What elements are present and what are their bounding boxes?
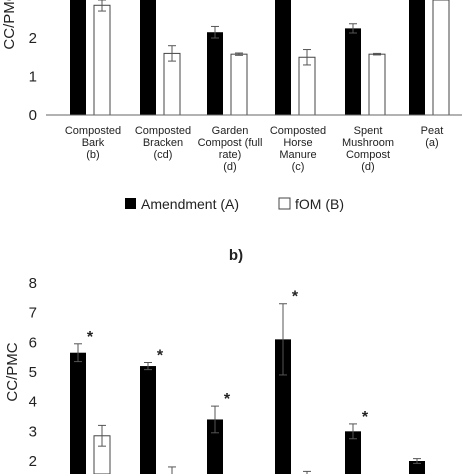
panel-b-title: b) — [229, 247, 243, 264]
panel-b-significance-4: * — [362, 409, 369, 426]
panel-a-y-axis-label: CC/PMC — [1, 0, 18, 50]
category-label-1: Composted Bracken (cd) — [135, 125, 191, 161]
panel-a-bar-fom-4 — [368, 53, 386, 116]
category-label-5: Peat (a) — [421, 125, 444, 149]
category-label-3: Composted Horse Manure (c) — [270, 125, 326, 173]
category-label-line: (a) — [425, 137, 438, 149]
category-label-line: Compost — [346, 149, 390, 161]
panel-b-y-tick-4: 6 — [29, 334, 37, 351]
legend-swatch-amendment — [125, 198, 136, 209]
panel-b-bar-amendment-4 — [345, 431, 361, 474]
category-label-line: Composted — [65, 125, 121, 137]
panel-b-y-tick-1: 3 — [29, 423, 37, 440]
category-label-line: Peat — [421, 125, 444, 137]
category-label-line: Compost (full — [198, 137, 263, 149]
panel-a-bar-fom-3 — [298, 56, 316, 116]
panel-a-bars — [70, 0, 450, 116]
legend-swatch-fom — [278, 197, 291, 210]
panel-b-y-tick-6: 8 — [29, 275, 37, 292]
panel-a-y-tick-0: 0 — [29, 107, 37, 124]
legend-label-fom: fOM (B) — [295, 196, 344, 212]
panel-b-bar-amendment-5 — [409, 461, 425, 474]
panel-a-bar-fom-1 — [163, 52, 181, 116]
legend-label-amendment: Amendment (A) — [141, 196, 239, 212]
panel-a-category-labels: Composted Bark (b)Composted Bracken (cd)Gard… — [65, 125, 443, 173]
panel-b: b) CC/PMC 2 3 4 5 6 7 8 * * * * * — [4, 247, 425, 474]
category-label-line: Composted — [270, 125, 326, 137]
panel-b-y-tick-2: 4 — [29, 394, 37, 411]
panel-b-bar-amendment-0 — [70, 352, 86, 474]
category-label-line: Garden — [212, 125, 249, 137]
panel-b-y-ticks: 2 3 4 5 6 7 8 — [29, 275, 37, 470]
category-label-line: Mushroom — [342, 137, 394, 149]
category-label-line: Composted — [135, 125, 191, 137]
panel-b-y-tick-5: 7 — [29, 305, 37, 322]
category-label-line: rate) — [219, 149, 242, 161]
category-label-line: Bark — [82, 137, 105, 149]
panel-a-bar-fom-2 — [230, 53, 248, 116]
panel-b-significance-3: * — [292, 289, 299, 306]
panel-b-bar-amendment-1 — [140, 366, 156, 474]
category-label-line: Spent — [354, 125, 383, 137]
category-label-line: (d) — [223, 161, 236, 173]
category-label-4: Spent Mushroom Compost (d) — [342, 125, 394, 173]
panel-a-bar-amendment-1 — [140, 0, 156, 115]
category-label-line: (b) — [86, 149, 99, 161]
panel-a: CC/PMC 012 Composted Bark (b)Composted Brac… — [1, 0, 462, 212]
panel-b-y-tick-0: 2 — [29, 453, 37, 470]
panel-a-legend: Amendment (A) fOM (B) — [125, 196, 344, 212]
panel-b-y-axis-label: CC/PMC — [4, 342, 21, 401]
panel-b-y-tick-3: 5 — [29, 364, 37, 381]
panel-a-bar-amendment-3 — [275, 0, 291, 115]
panel-a-bar-amendment-4 — [345, 28, 361, 115]
panel-a-bar-amendment-2 — [207, 32, 223, 115]
panel-a-y-ticks: 0 1 2 — [29, 30, 37, 124]
panel-b-significance-1: * — [157, 347, 164, 364]
category-label-line: (cd) — [154, 149, 173, 161]
category-label-0: Composted Bark (b) — [65, 125, 121, 161]
panel-a-bar-amendment-5 — [409, 0, 425, 115]
category-label-2: Garden Compost (full rate) (d) — [198, 125, 263, 173]
category-label-line: Bracken — [143, 137, 183, 149]
panel-a-bar-fom-0 — [93, 4, 111, 116]
panel-a-y-tick-1: 1 — [29, 69, 37, 86]
category-label-line: (d) — [361, 161, 374, 173]
panel-a-bar-fom-5 — [432, 0, 450, 116]
panel-a-y-tick-2: 2 — [29, 30, 37, 47]
category-label-line: Manure — [279, 149, 316, 161]
category-label-line: (c) — [292, 161, 305, 173]
panel-a-bar-amendment-0 — [70, 0, 86, 115]
panel-b-significance-0: * — [87, 329, 94, 346]
panel-b-bar-amendment-3 — [275, 339, 291, 474]
category-label-line: Horse — [283, 137, 312, 149]
panel-b-bars: * * * * * — [70, 289, 425, 474]
panel-b-significance-2: * — [224, 391, 231, 408]
